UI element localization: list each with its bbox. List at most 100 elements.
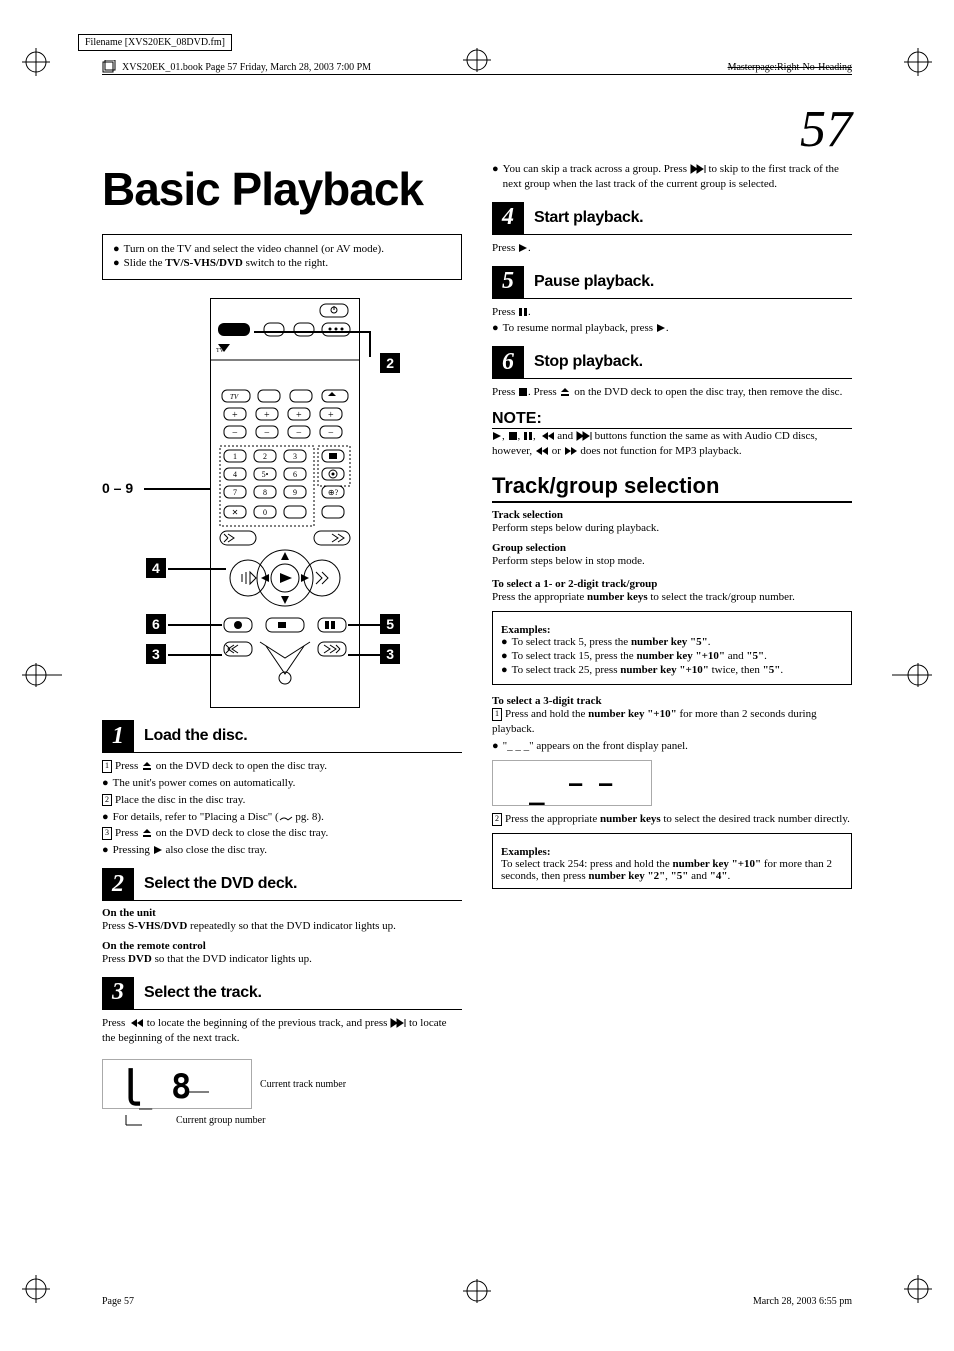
step-1-header: 1 Load the disc.	[102, 720, 462, 753]
crop-mark-bl	[22, 1263, 62, 1303]
crop-mark-tl	[22, 48, 62, 88]
svg-text:3: 3	[293, 452, 297, 461]
svg-text:5•: 5•	[262, 470, 269, 479]
svg-text:+: +	[232, 410, 238, 421]
remote-svg: TV TV + + + + − − −	[210, 298, 360, 708]
step-4-header: 4 Start playback.	[492, 202, 852, 235]
main-title: Basic Playback	[102, 162, 462, 216]
step-3-title: Select the track.	[144, 984, 262, 1002]
svg-text:−: −	[296, 428, 302, 439]
label-6: 6	[146, 614, 166, 634]
examples-box-1: Examples: ●To select track 5, press the …	[492, 611, 852, 685]
svg-text:8: 8	[171, 1067, 191, 1107]
svg-text:+: +	[296, 410, 302, 421]
next-track-icon	[576, 431, 592, 441]
eject-icon	[559, 387, 571, 397]
note-heading: NOTE:	[492, 410, 852, 429]
step-2-title: Select the DVD deck.	[144, 875, 297, 893]
step-5-header: 5 Pause playback.	[492, 266, 852, 299]
label-5: 5	[380, 614, 400, 634]
next-track-icon	[390, 1018, 406, 1028]
group-sel-h: Group selection	[492, 542, 852, 554]
svg-text:_: _	[529, 776, 545, 806]
crop-mark-tr	[892, 48, 932, 88]
step-3-header: 3 Select the track.	[102, 977, 462, 1010]
header-rule	[102, 74, 852, 75]
svg-text:1: 1	[233, 452, 237, 461]
svg-text:TV: TV	[230, 393, 239, 401]
play-icon	[518, 243, 528, 253]
footer-right: March 28, 2003 6:55 pm	[753, 1296, 852, 1307]
next-track-icon	[690, 164, 706, 174]
label-3a: 3	[146, 644, 166, 664]
svg-text:_: _	[139, 1085, 153, 1110]
caption-track: Current track number	[260, 1079, 346, 1090]
pause-icon	[523, 431, 533, 441]
select-3-digit-h: To select a 3-digit track	[492, 695, 852, 707]
crop-mark-br	[892, 1263, 932, 1303]
step-6-header: 6 Stop playback.	[492, 346, 852, 379]
eject-icon	[141, 828, 153, 838]
display-panel-1: ⎩ _ 8	[102, 1059, 252, 1109]
svg-text:8: 8	[263, 488, 267, 497]
step-2-h2: On the remote control	[102, 940, 462, 952]
svg-text:+: +	[264, 410, 270, 421]
intro-line1: Turn on the TV and select the video chan…	[124, 243, 384, 255]
filename-box: Filename [XVS20EK_08DVD.fm]	[78, 34, 232, 51]
svg-text:−: −	[264, 428, 270, 439]
step-1-num: 1	[102, 720, 134, 752]
track-sel-h: Track selection	[492, 509, 852, 521]
footer: Page 57 March 28, 2003 6:55 pm	[102, 1296, 852, 1307]
track-group-heading: Track/group selection	[492, 473, 852, 503]
play-icon	[656, 323, 666, 333]
page-ref-icon	[279, 814, 293, 822]
step-1-title: Load the disc.	[144, 727, 247, 745]
step-2-h1: On the unit	[102, 907, 462, 919]
svg-text:⎩: ⎩	[121, 1068, 141, 1106]
footer-left: Page 57	[102, 1296, 134, 1307]
book-info-text: XVS20EK_01.book Page 57 Friday, March 28…	[122, 62, 371, 73]
svg-text:‒: ‒	[599, 772, 613, 797]
step-3-num: 3	[102, 977, 134, 1009]
display-panel-2: _ ‒ ‒	[492, 760, 652, 806]
svg-text:4: 4	[233, 470, 237, 479]
stop-icon	[508, 431, 518, 441]
intro-line2: Slide the TV/S-VHS/DVD switch to the rig…	[124, 257, 328, 269]
svg-text:⊕?: ⊕?	[328, 488, 339, 497]
eject-icon	[141, 761, 153, 771]
left-column: Basic Playback ●Turn on the TV and selec…	[102, 162, 462, 1133]
book-info-line: XVS20EK_01.book Page 57 Friday, March 28…	[102, 60, 852, 74]
step-2-num: 2	[102, 868, 134, 900]
crop-mark-mr	[892, 660, 932, 690]
label-3b: 3	[380, 644, 400, 664]
svg-text:−: −	[232, 428, 238, 439]
intro-box: ●Turn on the TV and select the video cha…	[102, 234, 462, 280]
pause-icon	[518, 307, 528, 317]
svg-text:7: 7	[233, 488, 237, 497]
prev-track-icon	[128, 1018, 144, 1028]
label-2: 2	[380, 353, 400, 373]
play-icon	[492, 431, 502, 441]
svg-text:0: 0	[263, 508, 267, 517]
masterpage-text: Masterpage:Right-No-Heading	[728, 62, 852, 73]
svg-text:✕: ✕	[232, 508, 239, 517]
label-0-9: 0 – 9	[102, 480, 133, 496]
svg-text:+: +	[328, 410, 334, 421]
svg-text:−: −	[328, 428, 334, 439]
svg-text:‒: ‒	[569, 772, 583, 797]
step-2-header: 2 Select the DVD deck.	[102, 868, 462, 901]
forward-icon	[564, 446, 578, 456]
examples-box-2: Examples: To select track 254: press and…	[492, 833, 852, 889]
crop-mark-ml	[22, 660, 62, 690]
svg-text:6: 6	[293, 470, 297, 479]
rewind-icon	[535, 446, 549, 456]
stop-icon	[518, 387, 528, 397]
page-number: 57	[800, 100, 852, 159]
svg-text:2: 2	[263, 452, 267, 461]
caption-group: Current group number	[176, 1115, 265, 1133]
label-4: 4	[146, 558, 166, 578]
remote-diagram: TV TV + + + + − − −	[102, 298, 462, 708]
play-icon	[153, 845, 163, 855]
right-column: ●You can skip a track across a group. Pr…	[492, 162, 852, 1133]
svg-text:9: 9	[293, 488, 297, 497]
